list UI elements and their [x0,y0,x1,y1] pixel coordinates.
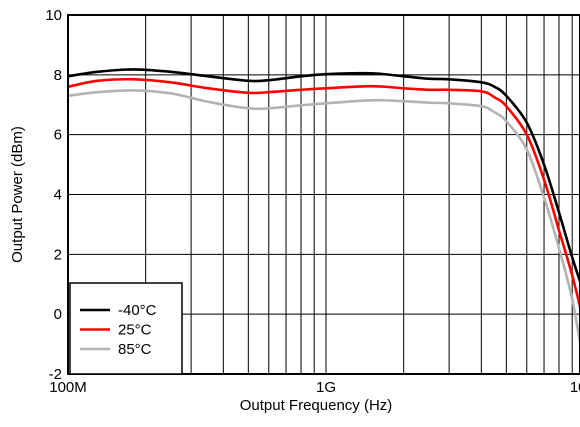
series-line [68,68,580,286]
y-tick-label: 2 [54,246,62,263]
plot-frame [67,14,580,375]
x-tick-label: 1G [316,379,336,396]
x-tick-label: 10G [570,379,580,396]
legend-entry: -40°C [118,302,157,319]
y-tick-label: 10 [45,7,62,24]
y-tick-label: -2 [49,366,62,383]
y-tick-label: 4 [54,187,62,204]
grid-lines [67,14,580,375]
y-tick-label: 8 [54,67,62,84]
y-axis-label: Output Power (dBm) [9,126,26,263]
legend-entry: 85°C [118,341,152,358]
series-lines [68,68,580,350]
y-tick-label: 6 [54,127,62,144]
x-tick-label: 100M [49,379,87,396]
series-line [68,77,580,313]
tick-labels: -2 0 2 4 6 8 10 100M 1G 10G [45,7,580,396]
x-axis-label: Output Frequency (Hz) [240,397,393,414]
legend-entry: 25°C [118,322,152,339]
legend: -40°C 25°C 85°C [69,282,183,375]
y-tick-label: 0 [54,306,62,323]
series-line [68,89,580,350]
